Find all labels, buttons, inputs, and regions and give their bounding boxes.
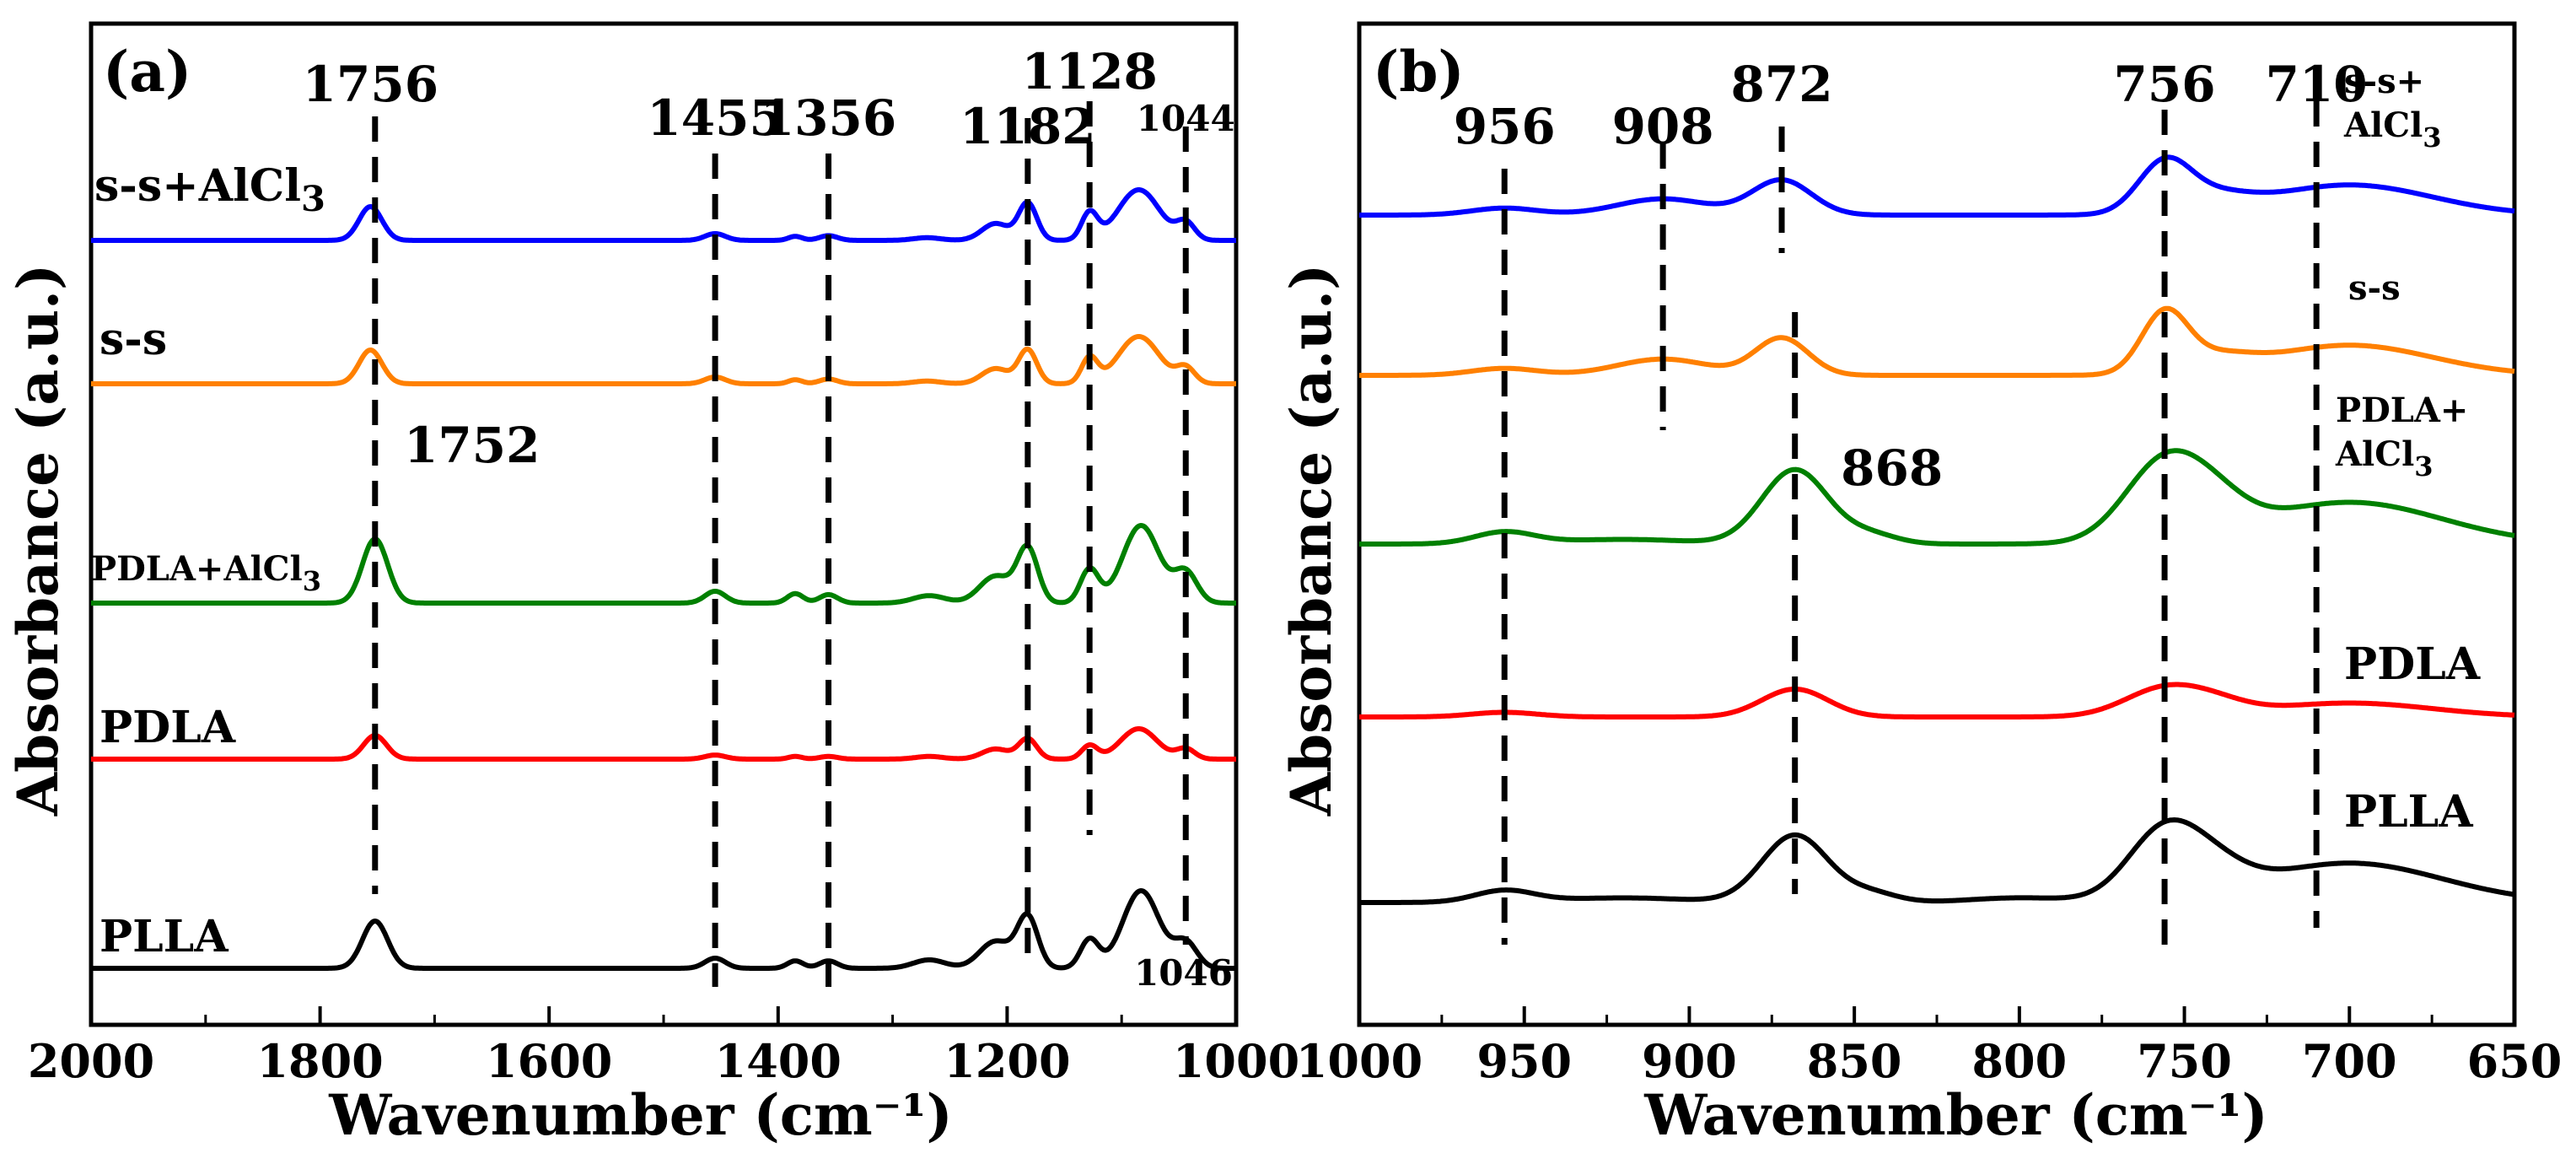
peak-annotation: 908 (1612, 98, 1714, 155)
series-label: s-s (2348, 268, 2401, 308)
peak-annotation: 872 (1730, 56, 1832, 113)
peak-annotation: 1182 (960, 98, 1095, 155)
series-label: s-s (99, 314, 167, 365)
x-tick-label: 900 (1642, 1034, 1737, 1088)
series-line-pdla (89, 726, 1238, 762)
series-label: s-s+ (2344, 62, 2424, 101)
series-label: PLLA (99, 911, 229, 962)
peak-annotation: 756 (2114, 56, 2216, 113)
peak-annotation: 1752 (404, 417, 540, 474)
x-tick-label: 1800 (256, 1034, 383, 1088)
x-tick-label: 700 (2302, 1034, 2397, 1088)
series-label: PDLA (99, 702, 236, 753)
series-line-s-s-alcl- (89, 187, 1238, 243)
x-tick-label: 1000 (1296, 1034, 1422, 1088)
x-tick-label: 850 (1807, 1034, 1902, 1088)
series-line-s-s-alcl- (1358, 154, 2516, 218)
peak-annotation: 1044 (1137, 98, 1235, 139)
series-label: PLLA (2344, 786, 2473, 838)
x-tick-label: 1000 (1173, 1034, 1299, 1088)
peak-annotation: 1046 (1134, 952, 1233, 994)
peak-annotation: 710 (2266, 56, 2368, 113)
peak-annotation: 1455 (647, 89, 782, 147)
x-tick-label: 950 (1476, 1034, 1572, 1088)
x-tick-label: 1600 (486, 1034, 612, 1088)
x-tick-label: 800 (1971, 1034, 2067, 1088)
x-axis-title-a: Wavenumber (cm⁻¹) (328, 1082, 952, 1148)
peak-annotation: 868 (1841, 439, 1943, 497)
series-label: PDLA (2344, 639, 2481, 690)
peak-annotation: 1128 (1021, 43, 1157, 100)
peak-annotation: 1756 (303, 56, 438, 113)
series-line-plla (1358, 817, 2516, 905)
series-line-pdla (1358, 682, 2516, 719)
x-tick-label: 2000 (28, 1034, 154, 1088)
series-label: s-s+AlCl3 (94, 160, 325, 219)
y-axis-title-left: Absorbance (a.u.) (5, 264, 71, 817)
series-label: PDLA+ (2336, 391, 2468, 430)
series-line-pdla-alcl- (89, 523, 1238, 606)
x-tick-label: 650 (2467, 1034, 2563, 1088)
x-tick-label: 750 (2137, 1034, 2232, 1088)
panel-label: (b) (1373, 39, 1465, 105)
series-line-pdla-alcl- (1358, 448, 2516, 547)
peak-annotation: 956 (1454, 98, 1556, 155)
series-line-s-s (89, 334, 1238, 386)
series-line-s-s (1358, 305, 2516, 378)
x-axis-title-b: Wavenumber (cm⁻¹) (1643, 1082, 2267, 1148)
panel-label: (a) (103, 39, 191, 105)
x-tick-label: 1400 (715, 1034, 842, 1088)
x-tick-label: 1200 (944, 1034, 1070, 1088)
series-line-plla (89, 888, 1238, 971)
panel-a: (a) 2000 1800 1600 1400 1200 1000 s-s+AlCl3 s-s P… (28, 21, 1299, 1088)
y-axis-title-right: Absorbance (a.u.) (1278, 264, 1344, 817)
peak-annotation: 1356 (761, 89, 896, 147)
panel-b: (b)1000 950 900 850 800 750 700 650s-s+AlCl3s-s… (1296, 21, 2563, 1088)
